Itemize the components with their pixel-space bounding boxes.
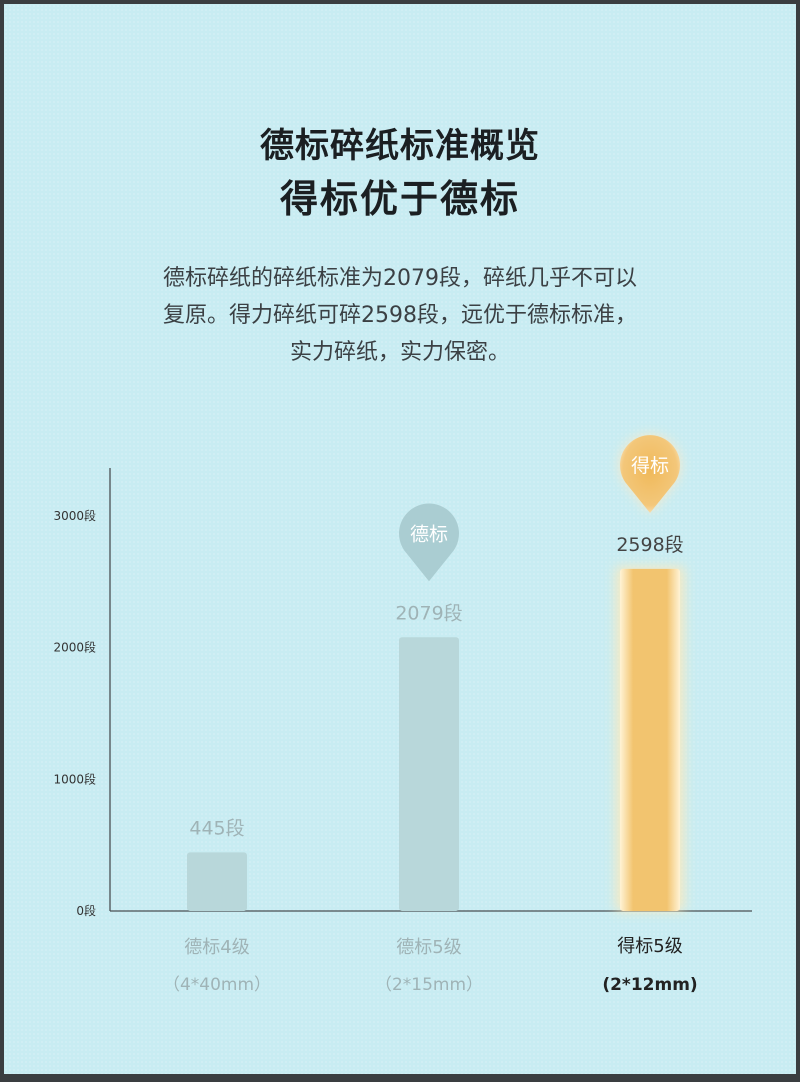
page-title: 德标碎纸标准概览 <box>260 126 540 166</box>
chart-labels: 445段德标4级（4*40mm）2079段德标5级（2*15mm）2598段得标… <box>163 435 698 995</box>
bar <box>187 852 247 911</box>
y-tick-label: 0段 <box>76 903 96 918</box>
description-line-2: 复原。得力碎纸可碎2598段，远优于德标标准， <box>163 303 637 328</box>
description: 德标碎纸的碎纸标准为2079段，碎纸几乎不可以 复原。得力碎纸可碎2598段，远… <box>0 260 800 371</box>
marker-pin <box>399 503 460 582</box>
category-label: 德标4级 <box>184 937 249 958</box>
description-line-3: 实力碎纸，实力保密。 <box>289 340 510 365</box>
category-sublabel: （2*15mm） <box>375 975 483 995</box>
category-sublabel: (2*12mm) <box>602 975 697 995</box>
bar <box>399 637 459 911</box>
description-line-1: 德标碎纸的碎纸标准为2079段，碎纸几乎不可以 <box>163 266 637 291</box>
category-sublabel: （4*40mm） <box>163 975 271 995</box>
value-label: 445段 <box>189 817 244 839</box>
marker-label: 德标 <box>410 523 448 545</box>
marker-pin <box>620 435 680 513</box>
y-tick-label: 2000段 <box>53 640 96 655</box>
y-tick-label: 1000段 <box>53 771 96 786</box>
value-label: 2079段 <box>395 602 462 624</box>
category-label: 德标5级 <box>396 937 461 958</box>
y-tick-label: 3000段 <box>53 508 96 523</box>
marker-label: 得标 <box>631 455 669 477</box>
category-label: 得标5级 <box>617 936 682 957</box>
chart-bars <box>187 566 684 911</box>
value-label: 2598段 <box>616 534 683 556</box>
page-subtitle: 得标优于德标 <box>279 177 520 221</box>
bar <box>620 568 680 911</box>
